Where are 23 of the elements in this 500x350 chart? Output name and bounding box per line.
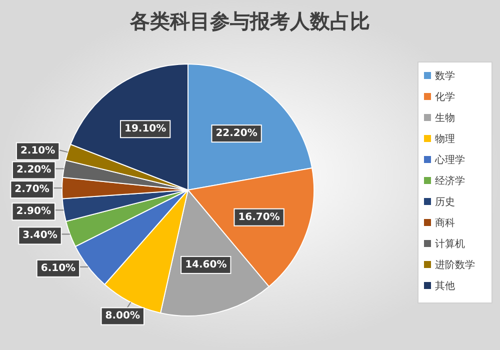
data-label: 8.00% (105, 310, 140, 322)
data-label: 16.70% (238, 212, 280, 223)
data-label: 2.10% (20, 146, 56, 157)
legend-label: 商科 (435, 217, 455, 229)
legend-label: 进阶数学 (435, 259, 475, 271)
legend-label: 历史 (435, 196, 455, 208)
legend-label: 数学 (435, 70, 455, 82)
legend-label: 其他 (435, 280, 455, 292)
chart-title: 各类科目参与报考人数占比 (129, 9, 370, 33)
data-label: 2.90% (16, 206, 51, 218)
data-label: 14.60% (185, 259, 227, 270)
legend-label: 心理学 (434, 154, 465, 166)
legend-label: 化学 (435, 91, 455, 103)
data-label: 22.20% (216, 128, 258, 140)
legend-label: 计算机 (435, 238, 465, 250)
data-label: 2.20% (16, 164, 52, 176)
data-label: 3.40% (22, 230, 58, 242)
legend-label: 生物 (435, 112, 455, 124)
data-label: 19.10% (124, 124, 166, 135)
legend-label: 经济学 (435, 175, 465, 187)
data-label: 6.10% (40, 262, 76, 274)
legend-label: 物理 (435, 134, 455, 145)
data-label: 2.70% (14, 184, 50, 196)
